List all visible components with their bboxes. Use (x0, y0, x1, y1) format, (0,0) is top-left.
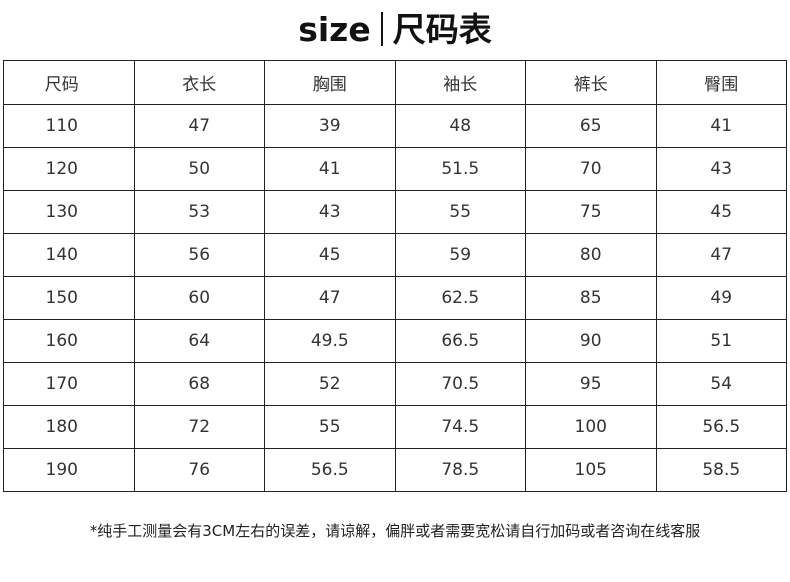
table-cell: 78.5 (394, 448, 526, 492)
table-cell: 49.5 (264, 319, 396, 363)
table-cell: 76 (133, 448, 265, 492)
title-divider (380, 12, 383, 46)
table-cell: 180 (3, 405, 135, 449)
table-cell: 47 (264, 276, 396, 320)
table-row: 120 50 41 51.5 70 43 (3, 147, 787, 191)
table-cell: 70.5 (394, 362, 526, 406)
table-cell: 160 (3, 319, 135, 363)
table-cell: 100 (525, 405, 657, 449)
title-en: size (298, 10, 371, 49)
table-cell: 62.5 (394, 276, 526, 320)
header-cell: 胸围 (264, 60, 396, 105)
table-header-row: 尺码 衣长 胸围 袖长 裤长 臀围 (3, 60, 787, 105)
table-cell: 140 (3, 233, 135, 277)
table-row: 150 60 47 62.5 85 49 (3, 276, 787, 320)
table-row: 130 53 43 55 75 45 (3, 190, 787, 234)
table-row: 190 76 56.5 78.5 105 58.5 (3, 448, 787, 492)
table-row: 160 64 49.5 66.5 90 51 (3, 319, 787, 363)
table-cell: 50 (133, 147, 265, 191)
header-cell: 衣长 (133, 60, 265, 105)
header-cell: 袖长 (394, 60, 526, 105)
title-zh: 尺码表 (392, 10, 492, 49)
table-cell: 43 (264, 190, 396, 234)
table-row: 170 68 52 70.5 95 54 (3, 362, 787, 406)
table-cell: 51.5 (394, 147, 526, 191)
table-cell: 51 (655, 319, 787, 363)
table-cell: 66.5 (394, 319, 526, 363)
table-cell: 75 (525, 190, 657, 234)
table-cell: 55 (394, 190, 526, 234)
table-cell: 56.5 (264, 448, 396, 492)
table-row: 110 47 39 48 65 41 (3, 104, 787, 148)
table-cell: 64 (133, 319, 265, 363)
table-cell: 68 (133, 362, 265, 406)
table-cell: 59 (394, 233, 526, 277)
table-cell: 55 (264, 405, 396, 449)
table-cell: 56.5 (655, 405, 787, 449)
table-cell: 110 (3, 104, 135, 148)
table-cell: 170 (3, 362, 135, 406)
table-cell: 48 (394, 104, 526, 148)
measurement-note: *纯手工测量会有3CM左右的误差，请谅解，偏胖或者需要宽松请自行加码或者咨询在线… (89, 522, 701, 540)
table-cell: 49 (655, 276, 787, 320)
table-cell: 52 (264, 362, 396, 406)
table-cell: 43 (655, 147, 787, 191)
table-cell: 54 (655, 362, 787, 406)
table-cell: 47 (133, 104, 265, 148)
table-cell: 39 (264, 104, 396, 148)
table-cell: 90 (525, 319, 657, 363)
table-cell: 45 (655, 190, 787, 234)
table-cell: 150 (3, 276, 135, 320)
table-cell: 72 (133, 405, 265, 449)
table-cell: 56 (133, 233, 265, 277)
table-cell: 74.5 (394, 405, 526, 449)
header-cell: 尺码 (3, 60, 135, 105)
header-cell: 裤长 (525, 60, 657, 105)
table-cell: 80 (525, 233, 657, 277)
table-cell: 130 (3, 190, 135, 234)
table-cell: 95 (525, 362, 657, 406)
page-title: size 尺码表 (0, 8, 790, 52)
table-cell: 85 (525, 276, 657, 320)
table-cell: 70 (525, 147, 657, 191)
table-cell: 41 (264, 147, 396, 191)
size-table: 尺码 衣长 胸围 袖长 裤长 臀围 110 47 39 48 65 41 120 50 41 51.5 70 43… (3, 60, 787, 492)
table-cell: 60 (133, 276, 265, 320)
table-cell: 65 (525, 104, 657, 148)
header-cell: 臀围 (655, 60, 787, 105)
table-cell: 53 (133, 190, 265, 234)
table-cell: 58.5 (655, 448, 787, 492)
table-cell: 105 (525, 448, 657, 492)
table-cell: 190 (3, 448, 135, 492)
table-cell: 41 (655, 104, 787, 148)
table-row: 140 56 45 59 80 47 (3, 233, 787, 277)
table-row: 180 72 55 74.5 100 56.5 (3, 405, 787, 449)
table-cell: 47 (655, 233, 787, 277)
table-cell: 45 (264, 233, 396, 277)
table-cell: 120 (3, 147, 135, 191)
